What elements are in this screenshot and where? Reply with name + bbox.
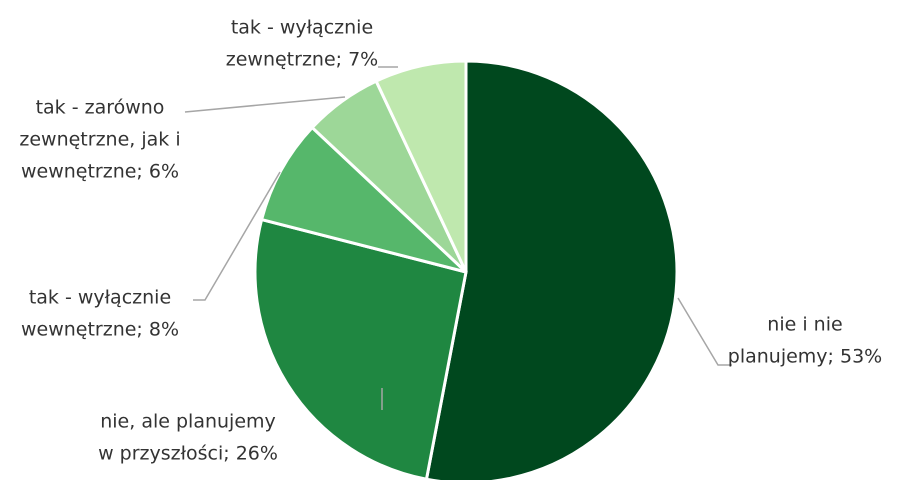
leader-line <box>184 96 346 113</box>
data-label: planujemy; 53% <box>728 346 882 368</box>
pie-slice <box>374 59 468 273</box>
data-label: wewnętrzne; 8% <box>21 319 179 341</box>
pie-slice <box>253 217 468 480</box>
data-label: nie, ale planujemy <box>100 411 276 433</box>
data-label: tak - wyłącznie <box>231 17 373 39</box>
data-label: zewnętrzne, jak i <box>19 129 180 151</box>
data-label: tak - wyłącznie <box>29 287 171 309</box>
data-label: wewnętrzne; 6% <box>21 161 179 183</box>
pie-slice <box>259 125 468 274</box>
leader-line <box>193 171 281 301</box>
pie-slice <box>424 59 679 480</box>
data-label: tak - zarówno <box>36 97 165 119</box>
data-label: w przyszłości; 26% <box>98 443 278 465</box>
data-label: nie i nie <box>767 314 842 336</box>
data-label: zewnętrzne; 7% <box>226 49 378 71</box>
leader-line <box>677 297 732 366</box>
